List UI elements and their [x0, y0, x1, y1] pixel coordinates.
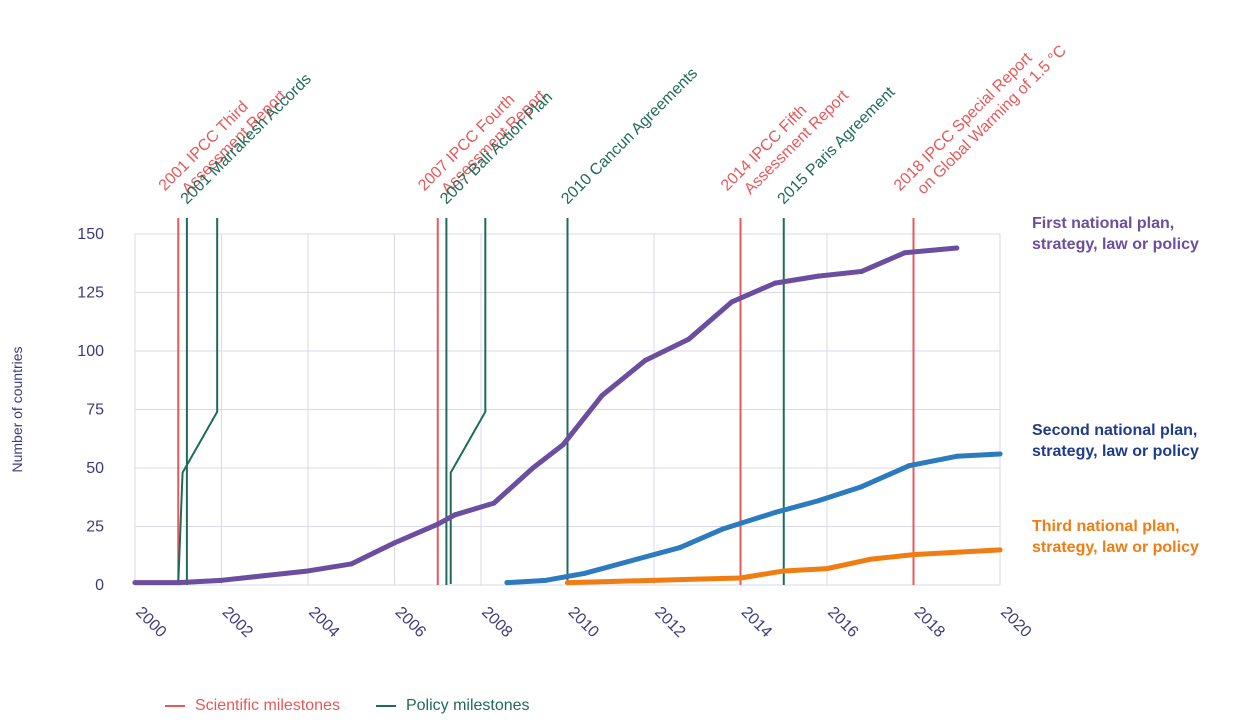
policy-connector-2001	[177, 218, 219, 585]
series-point-first-15	[729, 299, 735, 305]
x-tick-label-2000: 2000	[132, 604, 169, 641]
series-label-first-line-1: First national plan,	[1032, 215, 1175, 232]
series-point-first-3	[262, 573, 268, 579]
series-point-first-10	[530, 465, 536, 471]
milestone-label-4: 2010 Cancun Agreements	[558, 65, 701, 208]
series-label-first-line-2: strategy, law or policy	[1032, 236, 1199, 253]
milestone-label-text-7: 2018 IPCC Special Reporton Global Warmin…	[891, 29, 1070, 208]
y-tick-label-50: 50	[86, 460, 104, 477]
series-point-second-11	[997, 451, 1003, 457]
x-tick-label-2004: 2004	[305, 604, 342, 641]
policy-connector-2007	[449, 218, 487, 584]
series-point-third-6	[824, 566, 830, 572]
x-tick-label-2020: 2020	[997, 604, 1034, 641]
series-line-second	[504, 451, 1003, 586]
legend-item-policy: Policy milestones	[375, 697, 530, 715]
series-point-first-20	[954, 245, 960, 251]
x-tick-label-2008: 2008	[478, 604, 515, 641]
series-point-first-2	[219, 577, 224, 583]
series-point-first-18	[859, 268, 865, 274]
series-point-first-12	[599, 392, 605, 398]
milestone-label-line-7-0: 2018 IPCC Special Report	[891, 49, 1036, 194]
series-point-first-1	[175, 580, 181, 586]
legend-label-scientific: Scientific milestones	[195, 697, 340, 714]
milestone-label-text-0: 2001 IPCC ThirdAssessment Report	[156, 73, 290, 207]
x-tick-label-2018: 2018	[911, 604, 948, 641]
series-label-second-line-2: strategy, law or policy	[1032, 443, 1199, 460]
series-point-third-8	[911, 552, 916, 558]
x-tick-label-2002: 2002	[219, 604, 256, 641]
y-tick-label-75: 75	[86, 402, 104, 419]
series-point-third-9	[997, 547, 1003, 553]
series-point-first-11	[560, 442, 566, 448]
series-point-second-2	[582, 570, 588, 576]
series-label-third-line-1: Third national plan,	[1032, 518, 1180, 535]
series-label-first: First national plan, strategy, law or po…	[1032, 213, 1199, 255]
series-line-third	[565, 547, 1003, 586]
legend-item-scientific: Scientific milestones	[165, 697, 340, 715]
x-tick-label-2014: 2014	[738, 604, 775, 641]
series-point-third-2	[651, 577, 657, 583]
series-point-second-7	[815, 498, 821, 504]
y-tick-label-150: 150	[77, 226, 104, 243]
series-point-first-8	[452, 512, 458, 518]
x-tick-label-2010: 2010	[565, 604, 602, 641]
milestone-label-text-2: 2007 IPCC FourthAssessment Report	[415, 73, 549, 207]
series-point-third-7	[867, 556, 873, 562]
milestone-label-line-4-0: 2010 Cancun Agreements	[558, 65, 701, 208]
legend-swatch-policy	[375, 705, 396, 707]
series-point-second-4	[677, 545, 683, 551]
series-point-second-1	[543, 577, 549, 583]
series-point-second-9	[906, 463, 912, 469]
series-point-first-19	[902, 250, 908, 256]
y-axis-label: Number of countries	[9, 346, 25, 472]
series-point-first-7	[435, 521, 441, 527]
series-point-first-14	[686, 336, 692, 342]
series-label-third-line-2: strategy, law or policy	[1032, 539, 1199, 556]
series-point-first-6	[392, 540, 397, 546]
series-point-second-6	[772, 509, 778, 515]
y-tick-label-125: 125	[77, 285, 104, 302]
x-tick-label-2006: 2006	[392, 604, 429, 641]
series-point-second-10	[954, 453, 960, 459]
series-label-second: Second national plan, strategy, law or p…	[1032, 420, 1199, 462]
series-point-second-5	[720, 526, 726, 532]
x-tick-label-2016: 2016	[824, 604, 861, 641]
series-point-first-4	[305, 568, 311, 574]
series-label-second-line-1: Second national plan,	[1032, 422, 1198, 439]
milestone-label-2: 2007 IPCC FourthAssessment Report	[415, 73, 549, 207]
milestone-label-7: 2018 IPCC Special Reporton Global Warmin…	[891, 29, 1070, 208]
legend: Scientific milestones Policy milestones	[165, 697, 566, 715]
series-point-third-3	[694, 576, 700, 582]
series-label-third: Third national plan, strategy, law or po…	[1032, 516, 1199, 558]
series-point-third-1	[608, 578, 614, 584]
milestone-label-0: 2001 IPCC ThirdAssessment Report	[156, 73, 290, 207]
y-tick-label-25: 25	[86, 519, 104, 536]
y-tick-label-0: 0	[95, 577, 104, 594]
x-tick-label-2012: 2012	[651, 604, 688, 641]
series-point-third-5	[781, 568, 787, 574]
legend-swatch-scientific	[165, 705, 185, 707]
series-point-first-5	[348, 561, 354, 567]
series-point-first-0	[132, 580, 138, 586]
legend-label-policy: Policy milestones	[405, 697, 530, 714]
milestone-label-line-7-1: on Global Warming of 1.5 °C	[914, 42, 1070, 198]
series-point-first-13	[642, 357, 648, 363]
series-point-third-0	[565, 580, 570, 586]
series-point-second-3	[634, 556, 640, 562]
y-tick-label-100: 100	[77, 343, 104, 360]
series-line-first	[132, 245, 960, 586]
series-point-first-16	[772, 280, 778, 286]
series-point-second-8	[859, 484, 865, 490]
series-point-first-9	[491, 500, 497, 506]
series-point-second-0	[504, 580, 510, 586]
series-point-third-4	[738, 575, 743, 581]
series-point-first-17	[815, 273, 821, 279]
milestone-label-text-4: 2010 Cancun Agreements	[558, 65, 701, 208]
